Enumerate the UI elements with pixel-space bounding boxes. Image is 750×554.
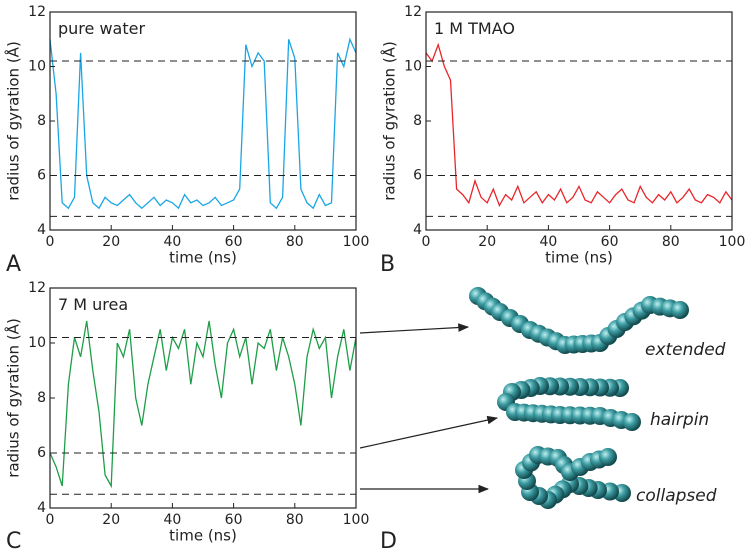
arrow [359, 415, 499, 449]
y-axis-label: radius of gyration (Å) [380, 41, 399, 201]
y-tick-label: 4 [37, 222, 46, 238]
x-tick-label: 40 [163, 234, 181, 250]
x-tick-label: 60 [225, 234, 243, 250]
structure-label: collapsed [636, 486, 717, 506]
plot-frame [425, 11, 733, 231]
panel-label: A [6, 252, 21, 277]
annotation: 1 M TMAO [434, 19, 515, 38]
x-tick-label: 80 [286, 512, 304, 528]
x-tick-label: 100 [343, 512, 370, 528]
arrow [359, 323, 470, 334]
x-tick-label: 20 [102, 234, 120, 250]
y-tick-label: 6 [37, 445, 46, 461]
plot-frame [49, 287, 357, 509]
annotation: pure water [58, 19, 145, 38]
x-tick-label: 40 [163, 512, 181, 528]
y-tick-label: 12 [28, 4, 46, 20]
x-tick-label: 60 [601, 234, 619, 250]
bead [599, 448, 617, 466]
x-tick-label: 100 [343, 234, 370, 250]
y-tick-label: 12 [404, 4, 422, 20]
y-tick-label: 12 [28, 280, 46, 296]
y-tick-label: 6 [37, 168, 46, 184]
x-tick-label: 20 [102, 512, 120, 528]
structure-label: hairpin [650, 410, 709, 430]
plot-frame [49, 11, 357, 231]
structure-label: extended [645, 340, 726, 360]
x-tick-label: 80 [662, 234, 680, 250]
x-tick-label: 0 [422, 234, 431, 250]
x-tick-label: 0 [46, 234, 55, 250]
y-tick-label: 10 [28, 335, 46, 351]
data-line [49, 37, 357, 210]
y-tick-label: 4 [413, 222, 422, 238]
y-tick-label: 8 [37, 113, 46, 129]
data-line [425, 42, 733, 208]
y-tick-label: 4 [37, 500, 46, 516]
annotation: 7 M urea [58, 295, 128, 314]
bead [623, 413, 641, 431]
x-tick-label: 40 [539, 234, 557, 250]
bead [671, 301, 689, 319]
y-tick-label: 8 [37, 390, 46, 406]
panel-label: B [380, 252, 395, 277]
y-axis-label: radius of gyration (Å) [4, 318, 23, 478]
y-axis-label: radius of gyration (Å) [4, 41, 23, 201]
x-tick-label: 0 [46, 512, 55, 528]
structures [469, 287, 689, 509]
x-tick-label: 20 [478, 234, 496, 250]
y-tick-label: 10 [404, 59, 422, 75]
y-tick-label: 6 [413, 168, 422, 184]
x-axis-label: time (ns) [169, 249, 237, 267]
x-axis-label: time (ns) [545, 249, 613, 267]
panel-label: C [6, 529, 21, 554]
y-tick-label: 10 [28, 59, 46, 75]
x-tick-label: 80 [286, 234, 304, 250]
y-tick-label: 8 [413, 113, 422, 129]
x-tick-label: 60 [225, 512, 243, 528]
panel-label: D [380, 529, 397, 554]
data-line [49, 320, 357, 489]
x-tick-label: 100 [719, 234, 746, 250]
x-axis-label: time (ns) [169, 527, 237, 545]
